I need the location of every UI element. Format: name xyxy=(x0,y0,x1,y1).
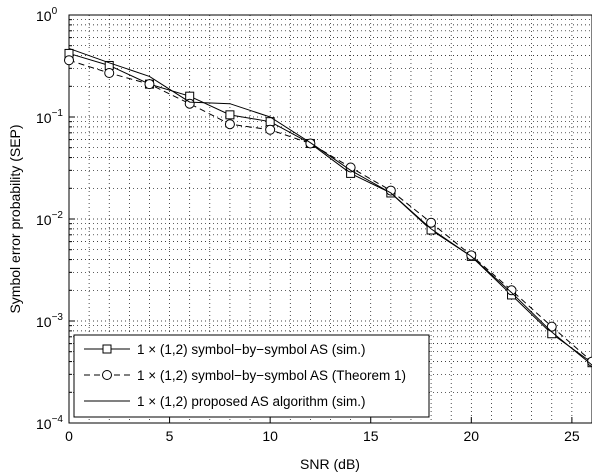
series-marker xyxy=(225,110,235,120)
series-line xyxy=(68,52,592,364)
x-tick-label: 15 xyxy=(363,428,379,444)
legend-entry: 1 × (1,2) symbol−by−symbol AS (Theorem 1… xyxy=(137,368,406,383)
y-tick-label: 10−3 xyxy=(36,312,63,330)
y-tick-label: 10−4 xyxy=(36,414,63,432)
series-2 xyxy=(64,55,592,367)
legend: 1 × (1,2) symbol−by−symbol AS (sim.) 1 × … xyxy=(73,334,430,418)
series-marker xyxy=(426,217,437,228)
series-marker xyxy=(466,250,477,261)
series-3 xyxy=(68,47,592,366)
y-axis-label: Symbol error probability (SEP) xyxy=(7,124,23,313)
legend-entry: 1 × (1,2) symbol−by−symbol AS (sim.) xyxy=(137,342,365,357)
legend-marker xyxy=(102,344,112,354)
axis-ticks: 0 5 10 15 20 25 100 10−1 10−2 10−3 10−4 xyxy=(36,6,580,444)
y-tick-label: 10−2 xyxy=(36,210,63,228)
series-marker xyxy=(104,68,115,79)
series-marker xyxy=(265,124,276,135)
series-layer xyxy=(64,47,592,368)
series-marker xyxy=(385,185,396,196)
y-tick-label: 10−1 xyxy=(36,108,63,126)
series-marker xyxy=(506,285,517,296)
legend-marker xyxy=(102,370,112,380)
series-marker xyxy=(64,55,74,66)
legend-box xyxy=(73,334,430,418)
x-tick-label: 25 xyxy=(564,428,580,444)
series-line xyxy=(68,47,592,366)
series-marker xyxy=(224,119,235,130)
legend-entry: 1 × (1,2) proposed AS algorithm (sim.) xyxy=(137,394,365,409)
series-line xyxy=(68,59,592,362)
x-tick-label: 0 xyxy=(65,428,73,444)
series-marker xyxy=(546,321,557,332)
series-marker xyxy=(144,79,155,90)
x-tick-label: 10 xyxy=(262,428,278,444)
x-axis-label: SNR (dB) xyxy=(300,456,360,472)
y-tick-label: 100 xyxy=(36,6,58,24)
x-tick-label: 20 xyxy=(464,428,480,444)
x-tick-label: 5 xyxy=(166,428,174,444)
series-marker xyxy=(184,98,195,109)
